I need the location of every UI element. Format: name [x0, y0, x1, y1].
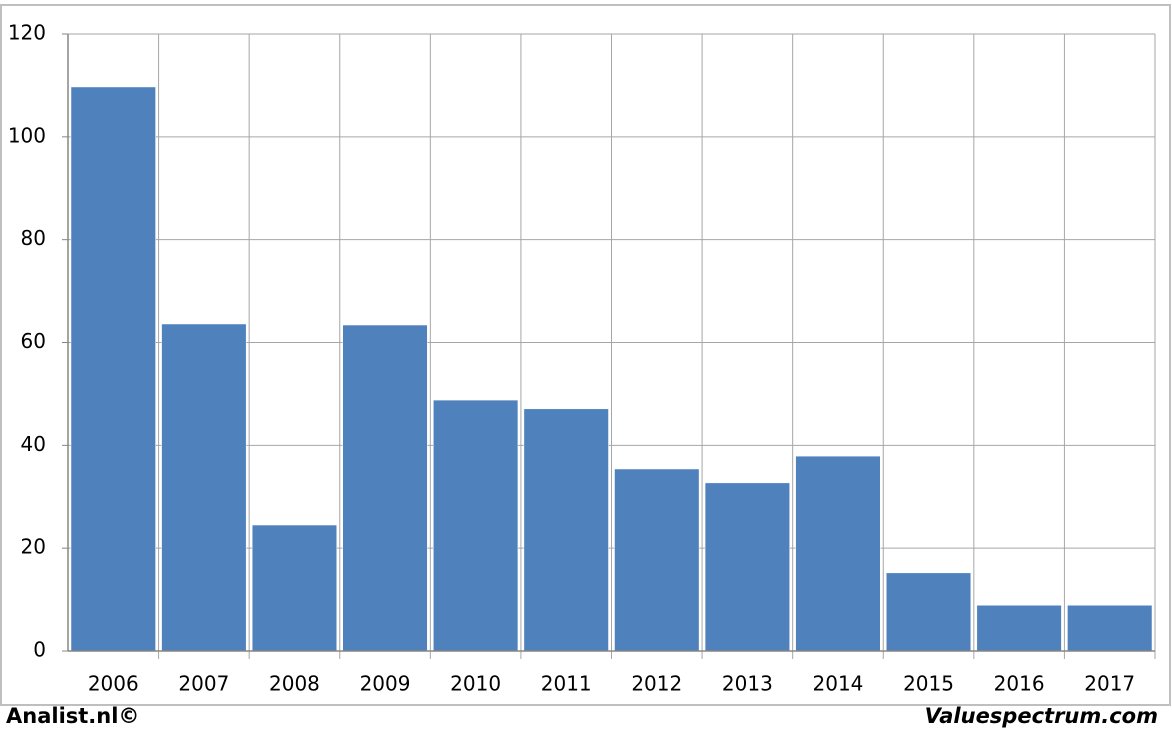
bar [976, 604, 1062, 652]
footer-right: Valuespectrum.com [925, 704, 1158, 728]
bar [433, 399, 519, 652]
bar [70, 86, 156, 652]
x-tick-label: 2016 [994, 672, 1045, 696]
y-tick-label: 100 [8, 123, 46, 147]
bar [342, 324, 428, 652]
x-tick-label: 2013 [722, 672, 773, 696]
bar [614, 468, 700, 652]
x-tick-label: 2014 [813, 672, 864, 696]
y-tick-label: 80 [21, 226, 46, 250]
x-tick-label: 2010 [450, 672, 501, 696]
x-tick-label: 2017 [1084, 672, 1135, 696]
x-tick-label: 2012 [631, 672, 682, 696]
y-tick-label: 40 [21, 432, 46, 456]
y-tick-label: 120 [8, 21, 46, 45]
x-tick-label: 2006 [88, 672, 139, 696]
y-tick-label: 60 [21, 329, 46, 353]
bar [795, 455, 881, 652]
y-tick-label: 0 [33, 638, 46, 662]
x-tick-label: 2009 [360, 672, 411, 696]
bar [1067, 604, 1153, 652]
bar [704, 482, 790, 652]
bar [886, 572, 972, 652]
x-tick-label: 2015 [903, 672, 954, 696]
x-tick-label: 2008 [269, 672, 320, 696]
bar [523, 408, 609, 652]
x-tick-label: 2011 [541, 672, 592, 696]
bar [251, 524, 338, 652]
footer-left: Analist.nl© [6, 704, 139, 728]
x-tick-label: 2007 [178, 672, 229, 696]
y-tick-label: 20 [21, 535, 46, 559]
bar [161, 323, 247, 652]
